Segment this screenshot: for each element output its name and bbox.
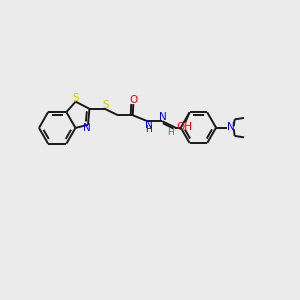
Text: H: H <box>167 128 174 137</box>
Text: S: S <box>72 93 79 103</box>
Text: N: N <box>159 112 167 122</box>
Text: OH: OH <box>176 122 192 132</box>
Text: N: N <box>227 122 235 132</box>
Text: O: O <box>130 95 138 105</box>
Text: H: H <box>145 125 152 134</box>
Text: N: N <box>145 120 152 130</box>
Text: S: S <box>102 100 109 110</box>
Text: N: N <box>82 123 90 133</box>
